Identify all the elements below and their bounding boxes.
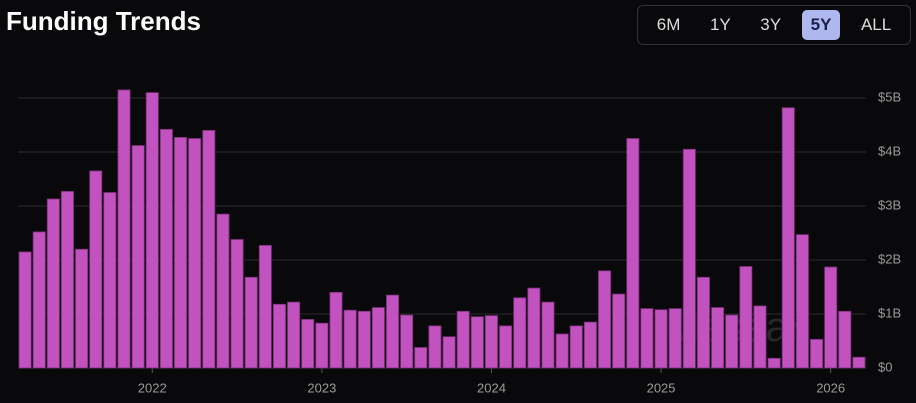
bar	[541, 301, 555, 369]
x-tick-label: 2022	[138, 380, 167, 395]
bar	[400, 314, 414, 369]
bar	[428, 325, 442, 369]
bar	[753, 305, 767, 369]
bar	[612, 293, 626, 369]
x-tick-label: 2024	[477, 380, 506, 395]
bar	[569, 325, 583, 369]
bar	[781, 107, 795, 369]
bar	[386, 294, 400, 369]
bar	[46, 198, 60, 369]
bar	[272, 303, 286, 369]
bar	[357, 310, 371, 369]
bar	[230, 239, 244, 369]
bar	[117, 89, 131, 369]
bar	[838, 310, 852, 369]
bar	[60, 191, 74, 369]
page-title: Funding Trends	[6, 6, 201, 36]
bar	[329, 291, 343, 369]
bar	[414, 347, 428, 369]
bar	[301, 318, 315, 369]
bar	[470, 316, 484, 369]
bar	[527, 287, 541, 369]
range-button[interactable]: 5Y	[801, 10, 841, 40]
y-tick-label: $4B	[878, 143, 901, 158]
range-button[interactable]: 1Y	[709, 15, 731, 34]
range-button[interactable]: ALL	[860, 15, 892, 34]
bar	[696, 276, 710, 369]
bar	[174, 137, 188, 369]
bar	[583, 321, 597, 369]
bar	[626, 138, 640, 369]
y-tick-label: $0	[878, 359, 892, 374]
bar	[668, 308, 682, 369]
bar	[371, 307, 385, 369]
bar	[810, 338, 824, 369]
bar	[767, 357, 781, 369]
bar	[640, 308, 654, 369]
bar	[103, 192, 117, 369]
x-tick-label: 2025	[647, 380, 676, 395]
y-tick-label: $1B	[878, 305, 901, 320]
bar	[244, 276, 258, 369]
range-selector: 6M 1Y 3Y 5Y ALL	[637, 5, 911, 45]
bar	[739, 266, 753, 369]
bar	[654, 309, 668, 369]
bar	[555, 333, 569, 369]
x-tick-label: 2026	[816, 380, 845, 395]
bar	[442, 336, 456, 369]
bar	[159, 128, 173, 369]
bar	[499, 325, 513, 369]
bar	[89, 170, 103, 369]
bar	[32, 231, 46, 369]
bar	[343, 309, 357, 369]
bar	[75, 248, 89, 369]
bar	[824, 266, 838, 369]
range-button[interactable]: 3Y	[760, 15, 782, 34]
bar	[513, 297, 527, 369]
bar	[456, 310, 470, 369]
bar	[202, 129, 216, 369]
bar	[315, 322, 329, 369]
bar	[216, 213, 230, 369]
bar	[18, 251, 32, 369]
y-tick-label: $2B	[878, 251, 901, 266]
bar	[131, 145, 145, 369]
bar	[795, 234, 809, 369]
bar	[484, 315, 498, 369]
x-tick-label: 2023	[307, 380, 336, 395]
bar	[711, 307, 725, 369]
bar	[725, 314, 739, 369]
bar	[188, 138, 202, 369]
y-tick-label: $3B	[878, 197, 901, 212]
y-tick-label: $5B	[878, 89, 901, 104]
range-button[interactable]: 6M	[656, 15, 681, 34]
bar	[682, 148, 696, 369]
bar	[258, 245, 272, 369]
bar	[852, 356, 866, 369]
bar	[145, 92, 159, 369]
bar	[598, 270, 612, 369]
bar	[287, 301, 301, 369]
